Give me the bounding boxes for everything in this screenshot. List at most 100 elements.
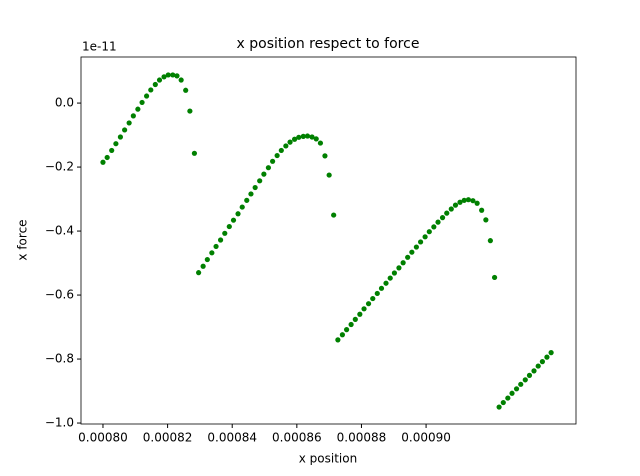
point <box>483 217 489 223</box>
point <box>170 72 176 78</box>
point <box>452 202 459 208</box>
y-tick-label: 0.0 <box>55 96 74 110</box>
point <box>413 244 419 250</box>
chart-title: x position respect to force <box>237 36 420 52</box>
point <box>457 199 463 205</box>
plot-frame <box>80 56 577 425</box>
point <box>439 215 446 221</box>
point <box>339 332 345 338</box>
x-tick-label: 0.00082 <box>143 431 193 445</box>
point <box>431 224 437 230</box>
point <box>422 234 428 240</box>
point <box>491 274 498 281</box>
point <box>313 136 319 142</box>
point <box>117 134 124 140</box>
y-tick-label: −1.0 <box>45 416 74 430</box>
y-axis-label: x force <box>16 219 30 260</box>
point <box>209 250 215 256</box>
x-axis-label: x position <box>299 452 357 466</box>
point <box>409 249 415 255</box>
point <box>513 386 520 392</box>
point <box>291 136 298 142</box>
point <box>165 72 171 78</box>
point <box>500 399 506 406</box>
point <box>265 165 272 171</box>
point <box>383 280 389 286</box>
point <box>139 99 145 106</box>
point <box>526 372 533 378</box>
point <box>444 210 450 216</box>
point <box>122 127 128 133</box>
point <box>365 301 372 307</box>
point <box>496 404 502 410</box>
point <box>335 337 341 343</box>
point <box>474 200 480 206</box>
point <box>326 172 332 178</box>
x-tick-label: 0.00084 <box>207 431 257 445</box>
point <box>357 311 363 317</box>
point <box>239 204 245 210</box>
point <box>213 243 219 250</box>
point <box>343 327 350 333</box>
point <box>283 143 289 149</box>
point <box>531 368 537 374</box>
point <box>161 74 167 80</box>
point <box>109 147 115 154</box>
point <box>396 265 402 271</box>
point <box>100 159 106 165</box>
point <box>548 350 554 356</box>
x-tick-label: 0.00086 <box>272 431 322 445</box>
point <box>304 133 311 139</box>
point <box>509 390 515 396</box>
point <box>152 81 158 88</box>
point <box>104 154 110 161</box>
point <box>378 285 385 291</box>
point <box>387 275 393 281</box>
point <box>156 77 163 83</box>
point <box>505 395 511 401</box>
point <box>348 321 354 328</box>
point <box>331 212 337 218</box>
point <box>426 229 432 235</box>
point <box>252 184 258 191</box>
point <box>130 113 136 119</box>
point <box>174 73 180 79</box>
point <box>535 363 541 369</box>
point <box>235 211 241 217</box>
y-tick-label: −0.2 <box>45 160 74 174</box>
point <box>226 223 232 230</box>
point <box>270 158 276 164</box>
point <box>244 197 250 203</box>
point <box>204 256 210 263</box>
x-tick-label: 0.00088 <box>337 431 387 445</box>
point <box>300 133 306 139</box>
point <box>461 197 467 203</box>
point <box>417 239 424 245</box>
point <box>191 150 198 156</box>
point <box>544 354 550 360</box>
point <box>113 141 119 147</box>
point <box>287 139 293 145</box>
point <box>400 260 406 266</box>
point <box>196 270 202 276</box>
point <box>470 198 476 204</box>
point <box>317 140 324 146</box>
point <box>518 381 524 387</box>
point <box>257 178 263 184</box>
point <box>465 197 472 203</box>
point <box>448 206 454 212</box>
point <box>435 219 441 225</box>
point <box>405 254 411 260</box>
point <box>278 147 284 154</box>
point <box>487 238 493 244</box>
point <box>296 134 302 140</box>
point <box>200 263 206 269</box>
x-tick-label: 0.00090 <box>401 431 451 445</box>
point <box>274 152 280 159</box>
point <box>261 171 267 177</box>
point <box>135 106 141 112</box>
point <box>222 230 228 236</box>
y-tick-label: −0.4 <box>45 224 74 238</box>
